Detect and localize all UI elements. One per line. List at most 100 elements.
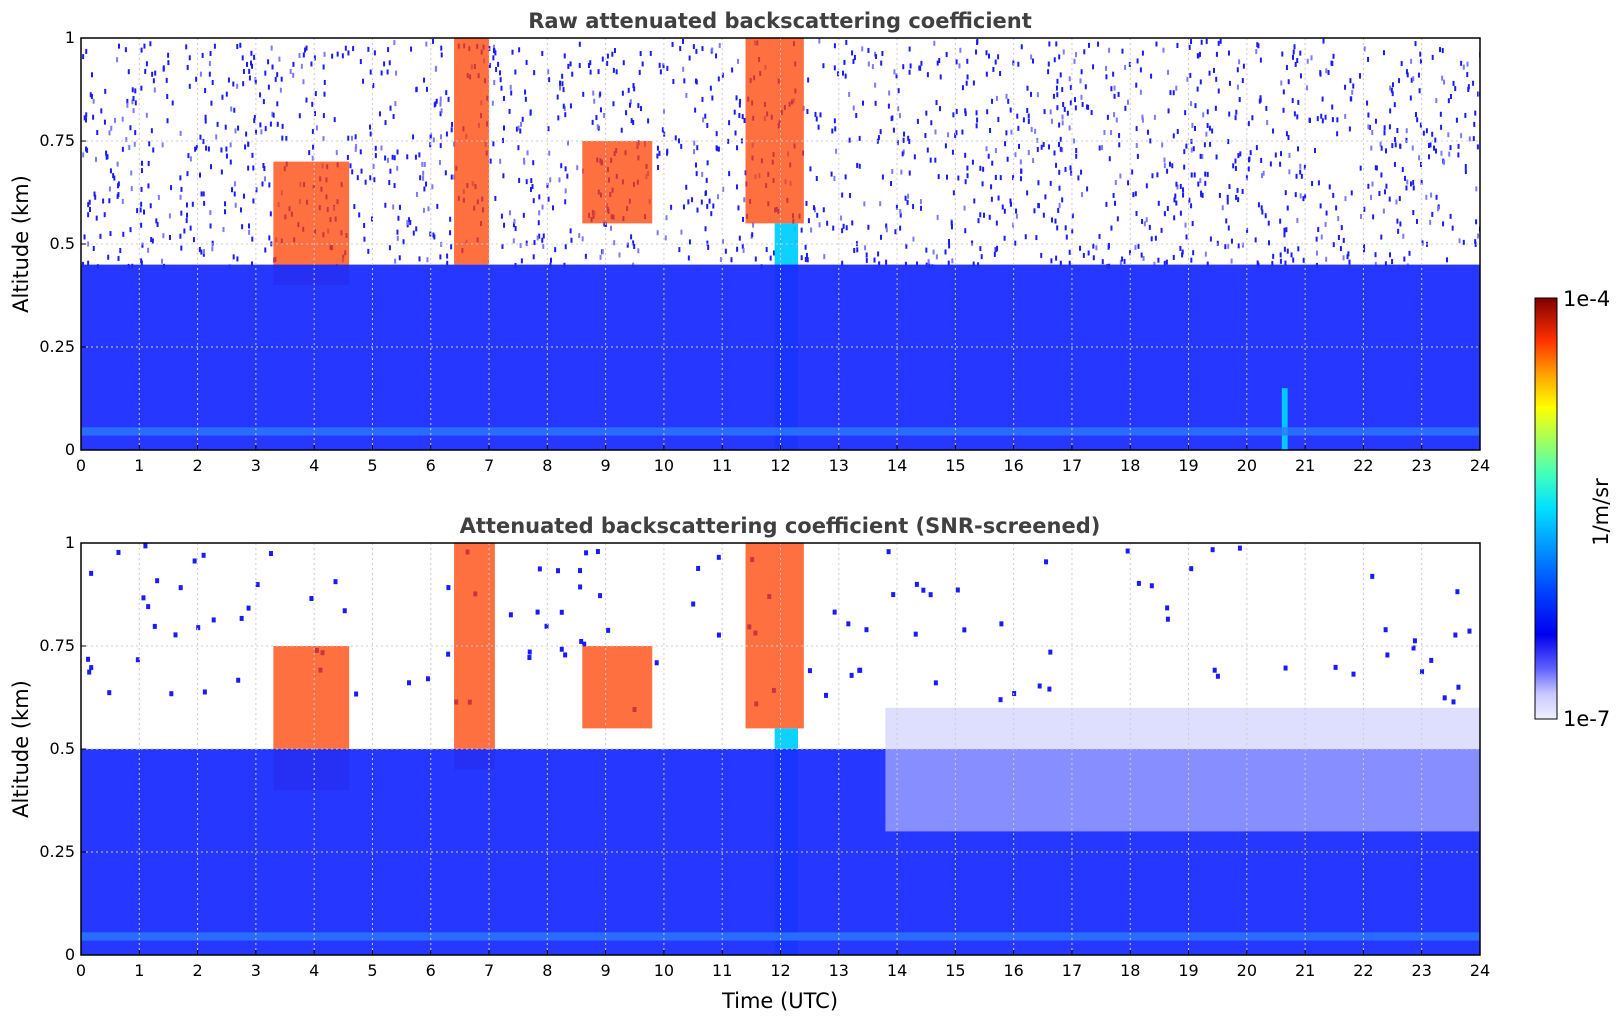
noise-cell — [149, 41, 152, 47]
noise-cell — [736, 246, 739, 252]
y-tick-label: 0.5 — [50, 234, 75, 253]
noise-cell — [1030, 126, 1033, 132]
noise-cell — [333, 579, 338, 585]
noise-cell — [979, 212, 982, 218]
noise-cell — [637, 103, 640, 109]
noise-cell — [1283, 246, 1286, 252]
noise-cell — [274, 76, 277, 82]
noise-cell — [1193, 172, 1196, 178]
noise-cell — [532, 160, 535, 166]
noise-cell — [130, 170, 133, 176]
noise-cell — [944, 249, 947, 255]
noise-cell — [140, 47, 143, 53]
noise-cell — [1179, 183, 1182, 189]
noise-cell — [1204, 251, 1207, 257]
noise-cell — [180, 245, 183, 251]
noise-cell — [147, 183, 150, 189]
noise-cell — [1404, 175, 1407, 181]
noise-cell — [742, 216, 745, 222]
noise-cell — [209, 51, 212, 57]
feature-high — [745, 543, 804, 729]
noise-cell — [696, 565, 701, 571]
noise-cell — [1280, 80, 1283, 86]
noise-cell — [88, 207, 91, 213]
noise-cell — [1062, 101, 1065, 107]
noise-cell — [127, 69, 130, 75]
noise-cell — [108, 198, 111, 204]
noise-cell — [769, 255, 772, 261]
noise-cell — [1068, 76, 1071, 82]
x-tick-label: 14 — [887, 456, 907, 475]
noise-cell — [707, 244, 710, 250]
noise-cell — [985, 50, 988, 56]
noise-cell — [1296, 114, 1299, 120]
noise-cell — [1406, 179, 1409, 185]
noise-cell — [1137, 243, 1140, 249]
noise-cell — [533, 240, 536, 246]
noise-cell — [225, 153, 228, 159]
noise-cell — [988, 53, 991, 59]
noise-cell — [1188, 197, 1191, 203]
noise-cell — [563, 652, 568, 658]
noise-cell — [1412, 638, 1417, 644]
noise-cell — [1466, 61, 1469, 67]
noise-cell — [372, 163, 375, 169]
noise-cell — [1391, 143, 1394, 149]
noise-cell — [895, 73, 898, 79]
y-tick-label: 0.75 — [39, 131, 75, 150]
noise-cell — [907, 135, 910, 141]
noise-cell — [384, 120, 387, 126]
noise-cell — [1146, 129, 1149, 135]
noise-cell — [1163, 211, 1166, 217]
noise-cell — [702, 117, 705, 123]
noise-cell — [929, 157, 932, 163]
noise-cell — [1143, 221, 1146, 227]
noise-cell — [833, 175, 836, 181]
noise-cell — [323, 79, 326, 85]
noise-cell — [975, 49, 978, 55]
noise-cell — [87, 212, 90, 218]
noise-cell — [1163, 157, 1166, 163]
noise-cell — [1284, 260, 1287, 266]
noise-cell — [492, 141, 495, 147]
noise-cell — [1136, 153, 1139, 159]
noise-cell — [314, 111, 317, 117]
noise-cell — [108, 186, 111, 192]
noise-cell — [1062, 49, 1065, 55]
noise-cell — [166, 93, 169, 99]
noise-cell — [964, 111, 967, 117]
noise-cell — [955, 59, 958, 65]
noise-cell — [208, 61, 211, 67]
noise-cell — [603, 112, 606, 118]
x-tick-label: 13 — [829, 961, 849, 980]
noise-cell — [392, 204, 395, 210]
noise-cell — [1068, 260, 1071, 266]
noise-cell — [1026, 85, 1029, 91]
noise-cell — [1042, 212, 1045, 218]
noise-cell — [626, 242, 629, 248]
noise-cell — [305, 45, 308, 51]
noise-cell — [704, 226, 707, 232]
noise-cell — [556, 568, 561, 574]
noise-cell — [1190, 257, 1193, 263]
noise-cell — [682, 66, 685, 72]
noise-cell — [1237, 197, 1240, 203]
noise-cell — [302, 52, 305, 58]
noise-cell — [912, 204, 915, 210]
noise-cell — [1058, 202, 1061, 208]
colorbar: 1e-4 1e-7 1/m/sr — [1534, 287, 1613, 731]
noise-cell — [415, 226, 418, 232]
noise-cell — [1053, 57, 1056, 63]
noise-cell — [1384, 189, 1387, 195]
noise-cell — [121, 116, 124, 122]
noise-cell — [369, 175, 372, 181]
noise-cell — [1409, 95, 1412, 101]
noise-cell — [104, 88, 107, 94]
noise-cell — [451, 121, 454, 127]
noise-cell — [1441, 75, 1444, 81]
noise-cell — [1110, 86, 1113, 92]
noise-cell — [517, 125, 520, 131]
noise-cell — [991, 160, 994, 166]
noise-cell — [1050, 118, 1053, 124]
noise-cell — [1474, 241, 1477, 247]
